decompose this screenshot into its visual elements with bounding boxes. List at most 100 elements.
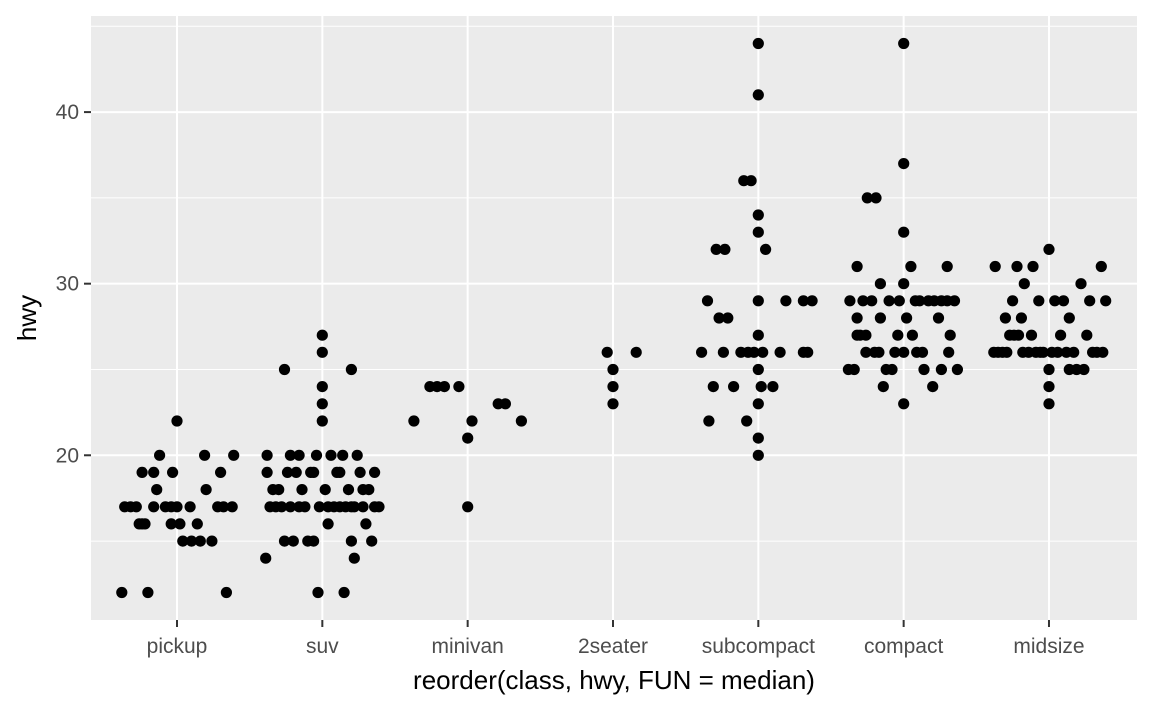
x-tick-label: subcompact bbox=[702, 635, 815, 658]
data-point bbox=[707, 381, 719, 393]
data-point bbox=[345, 363, 357, 376]
y-tick-label: 30 bbox=[56, 273, 79, 296]
data-point bbox=[366, 535, 378, 547]
plot-panel bbox=[91, 16, 1137, 620]
data-point bbox=[261, 449, 273, 461]
data-point bbox=[927, 381, 939, 393]
data-point bbox=[354, 466, 366, 478]
data-point bbox=[752, 432, 764, 444]
data-point bbox=[918, 363, 930, 376]
data-point bbox=[728, 381, 740, 393]
data-point bbox=[889, 346, 901, 358]
data-point bbox=[191, 518, 203, 530]
data-point bbox=[1043, 381, 1055, 393]
data-point bbox=[752, 398, 764, 410]
data-point bbox=[752, 37, 764, 50]
data-point bbox=[1018, 278, 1030, 290]
data-point bbox=[220, 586, 232, 599]
data-point bbox=[325, 449, 337, 461]
data-point bbox=[851, 260, 863, 273]
data-point bbox=[278, 535, 291, 547]
data-point bbox=[200, 484, 212, 496]
data-point bbox=[898, 37, 910, 50]
data-point bbox=[260, 552, 272, 564]
data-point bbox=[806, 295, 818, 307]
data-point bbox=[319, 484, 331, 496]
data-point bbox=[601, 346, 613, 358]
data-point bbox=[194, 535, 206, 547]
data-point bbox=[1049, 295, 1061, 307]
data-point bbox=[844, 295, 856, 307]
data-point bbox=[1037, 346, 1049, 358]
data-point bbox=[774, 346, 786, 358]
y-axis-title: hwy bbox=[12, 295, 42, 341]
data-point bbox=[951, 363, 964, 376]
data-point bbox=[316, 346, 328, 358]
data-point bbox=[717, 346, 730, 358]
data-point bbox=[360, 518, 372, 530]
data-point bbox=[312, 586, 324, 599]
data-point bbox=[1055, 329, 1067, 341]
data-point bbox=[905, 260, 917, 273]
data-point bbox=[316, 329, 328, 341]
data-point bbox=[462, 501, 474, 513]
data-point bbox=[136, 466, 148, 478]
data-point bbox=[310, 449, 323, 461]
data-point bbox=[713, 312, 725, 324]
data-point bbox=[284, 501, 296, 513]
data-point bbox=[337, 449, 349, 461]
data-point bbox=[851, 312, 863, 324]
data-point bbox=[206, 535, 218, 547]
data-point bbox=[760, 243, 772, 255]
data-point bbox=[848, 363, 860, 376]
data-point bbox=[316, 381, 328, 393]
data-point bbox=[499, 398, 511, 410]
data-point bbox=[139, 518, 151, 530]
data-point bbox=[1068, 346, 1080, 358]
data-point bbox=[313, 501, 325, 513]
data-point bbox=[898, 158, 910, 170]
data-point bbox=[357, 501, 369, 513]
x-axis-title: reorder(class, hwy, FUN = median) bbox=[413, 665, 815, 695]
data-point bbox=[167, 466, 179, 478]
data-point bbox=[1057, 295, 1070, 307]
data-point bbox=[466, 415, 478, 427]
x-tick-label: pickup bbox=[147, 635, 208, 658]
data-point bbox=[369, 466, 381, 478]
data-point bbox=[316, 415, 328, 427]
data-point bbox=[1084, 295, 1096, 307]
data-point bbox=[898, 398, 910, 410]
data-point bbox=[914, 295, 926, 307]
data-point bbox=[877, 381, 889, 393]
data-point bbox=[345, 535, 357, 547]
data-point bbox=[748, 346, 760, 358]
data-point bbox=[703, 415, 715, 427]
data-point bbox=[348, 501, 360, 513]
data-points bbox=[116, 37, 1112, 599]
data-point bbox=[857, 295, 869, 307]
data-point bbox=[860, 329, 872, 341]
data-point bbox=[1011, 260, 1023, 273]
data-point bbox=[316, 398, 328, 410]
data-point bbox=[916, 346, 929, 358]
data-point bbox=[630, 346, 642, 358]
data-point bbox=[948, 295, 961, 307]
data-point bbox=[752, 449, 764, 461]
data-point bbox=[696, 346, 708, 358]
data-point bbox=[154, 449, 166, 461]
data-point bbox=[148, 466, 160, 478]
data-point bbox=[752, 329, 764, 341]
data-point bbox=[130, 501, 142, 513]
data-point bbox=[185, 535, 198, 547]
data-point bbox=[607, 363, 619, 376]
data-point bbox=[261, 466, 273, 478]
data-point bbox=[1007, 295, 1019, 307]
data-point bbox=[722, 312, 734, 324]
data-point bbox=[941, 260, 953, 273]
data-point bbox=[1063, 312, 1075, 324]
data-point bbox=[373, 501, 385, 513]
data-point bbox=[607, 381, 619, 393]
data-point bbox=[1043, 243, 1055, 255]
data-point bbox=[276, 501, 288, 513]
data-point bbox=[184, 501, 196, 513]
